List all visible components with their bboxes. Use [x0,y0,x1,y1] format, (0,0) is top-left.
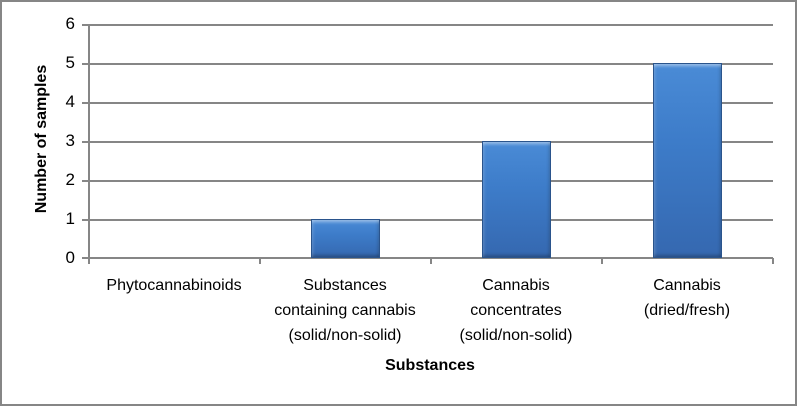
x-label-cannabis-concentrates: Cannabis concentrates (solid/non-solid) [459,277,573,344]
bar-cannabis-concentrates [482,141,551,258]
x-tick [601,258,603,264]
y-tick [82,24,89,26]
x-label-substances-containing-cannabis: Substances containing cannabis (solid/no… [274,277,416,344]
gridline-1 [89,219,773,221]
x-axis-title: Substances [385,357,475,374]
y-tick [82,102,89,104]
y-tick-label: 4 [65,92,75,111]
y-axis-title: Number of samples [33,64,50,214]
y-tick-label: 5 [65,53,75,72]
y-tick [82,219,89,221]
gridline-3 [89,141,773,143]
y-tick-label: 1 [65,209,75,228]
y-tick-label: 3 [65,131,75,150]
gridline-4 [89,102,773,104]
x-label-phytocannabinoids: Phytocannabinoids [106,277,242,294]
y-tick [82,63,89,65]
x-tick [259,258,261,264]
bar-substances-containing-cannabis [311,219,380,258]
x-label-cannabis-dried-fresh: Cannabis (dried/fresh) [643,277,731,319]
y-tick [82,180,89,182]
plot-area [89,24,773,259]
y-tick-label: 6 [65,14,75,33]
bar-cannabis-dried-fresh [653,63,722,258]
gridline-2 [89,180,773,182]
y-tick [82,257,89,259]
gridline-6 [89,24,773,26]
y-tick [82,141,89,143]
x-tick [88,258,90,264]
y-tick-label: 0 [65,248,75,267]
gridline-5 [89,63,773,65]
y-axis-line [88,24,90,260]
x-tick [772,258,774,264]
y-tick-label: 2 [65,170,75,189]
x-tick [430,258,432,264]
